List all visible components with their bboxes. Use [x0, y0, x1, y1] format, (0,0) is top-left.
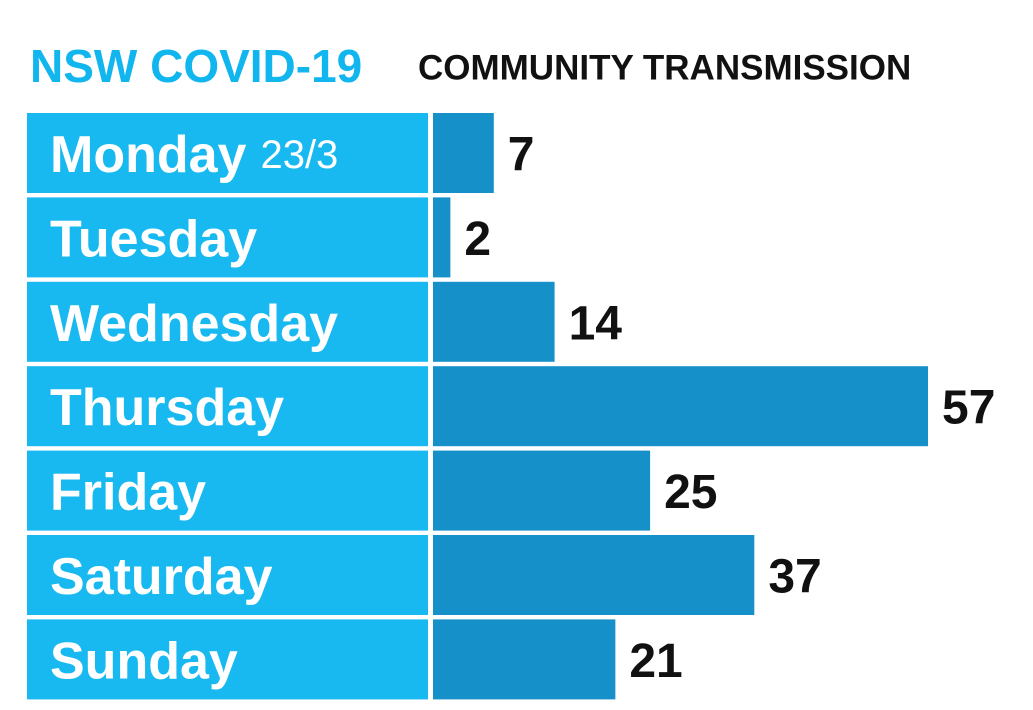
category-name: Friday [50, 464, 206, 522]
category-box [27, 281, 428, 362]
category-label: Sunday [50, 632, 238, 690]
value-label: 21 [629, 635, 682, 688]
category-name: Saturday [50, 548, 273, 606]
category-name: Tuesday [50, 210, 257, 268]
bar [433, 366, 928, 447]
category-label: Wednesday [50, 295, 338, 353]
value-label: 14 [569, 297, 623, 350]
category-box [27, 619, 428, 700]
value-label: 37 [768, 551, 821, 604]
chart-subtitle: COMMUNITY TRANSMISSION [418, 49, 911, 88]
category-box [27, 450, 428, 531]
category-label: Saturday [50, 548, 273, 606]
bar [433, 197, 451, 278]
value-label: 57 [942, 382, 995, 435]
value-label: 2 [464, 213, 491, 266]
category-label: Friday [50, 464, 206, 522]
bar [433, 113, 494, 193]
category-box [27, 366, 428, 447]
category-label: Thursday [50, 379, 284, 437]
bar [433, 535, 755, 615]
bar [433, 619, 616, 700]
category-name: Thursday [50, 379, 284, 437]
value-label: 25 [664, 466, 717, 519]
category-label: Monday 23/3 [50, 126, 338, 184]
category-name: Monday [50, 126, 247, 184]
category-name: Wednesday [50, 295, 338, 353]
category-box [27, 113, 428, 193]
value-label: 7 [508, 129, 535, 182]
category-box [27, 535, 428, 615]
bar [433, 281, 555, 362]
date-label: 23/3 [260, 133, 338, 177]
category-name: Sunday [50, 632, 238, 690]
chart-title: NSW COVID-19 [30, 40, 362, 92]
category-box [27, 197, 428, 278]
category-label: Tuesday [50, 210, 257, 268]
bar [433, 450, 651, 531]
